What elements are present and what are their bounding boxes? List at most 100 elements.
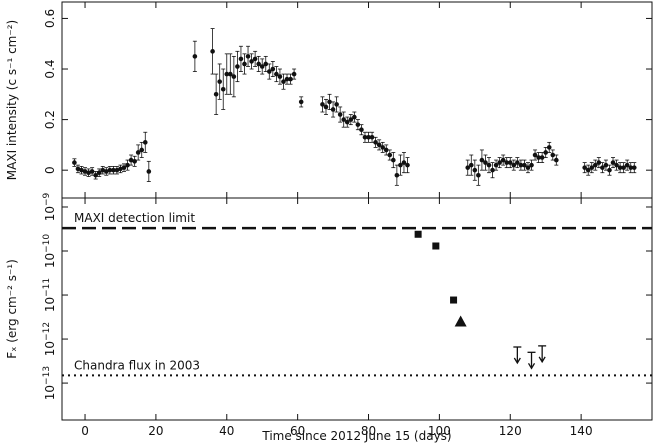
data-point (93, 172, 98, 178)
x-tick-label: 120 (499, 424, 522, 438)
data-point (600, 165, 605, 170)
y-tick-label: 10−11 (42, 278, 57, 312)
data-point (210, 49, 215, 54)
data-point (490, 167, 495, 173)
data-point (192, 54, 198, 59)
data-point (394, 172, 400, 178)
y-tick-label: 10−9 (42, 192, 57, 221)
y-tick-exponent: −11 (42, 278, 52, 297)
data-point (511, 162, 517, 168)
upper-limit-head (527, 362, 536, 370)
data-point (327, 99, 332, 105)
data-point (284, 76, 290, 82)
data-point (142, 140, 148, 145)
data-point (125, 162, 130, 168)
data-point (100, 167, 106, 173)
data-point (256, 61, 261, 67)
data-point (546, 145, 552, 150)
data-point (228, 71, 233, 77)
data-point (348, 117, 354, 122)
y-tick-label: 10−13 (42, 366, 57, 400)
data-point (259, 64, 265, 69)
plot-frame (61, 1, 653, 199)
data-point (486, 162, 492, 168)
data-point (536, 155, 541, 160)
data-point (82, 169, 88, 174)
data-point (610, 160, 616, 165)
data-point (624, 162, 630, 168)
data-point (231, 74, 237, 79)
data-point (118, 166, 123, 172)
data-point (507, 160, 513, 165)
data-point (543, 150, 548, 155)
x-tick-label: 0 (81, 424, 89, 438)
y-tick-base: 10 (43, 385, 57, 400)
data-point (628, 165, 634, 170)
data-point (103, 169, 109, 174)
data-point (500, 157, 506, 163)
reference-label: Chandra flux in 2003 (74, 358, 200, 372)
data-point (334, 102, 339, 107)
data-point (220, 86, 226, 92)
y-tick-label: 0 (43, 166, 57, 174)
y-tick-label: 0.2 (43, 110, 57, 129)
data-point (72, 160, 77, 165)
data-point (479, 157, 485, 163)
y-tick-label: 10−12 (42, 322, 57, 356)
data-point (554, 157, 559, 163)
data-point (146, 169, 152, 174)
x-tick-label: 100 (428, 424, 451, 438)
data-point (617, 165, 623, 170)
data-point (263, 61, 269, 67)
data-point (532, 152, 538, 158)
data-point (585, 167, 591, 173)
data-point (483, 160, 488, 165)
data-point (432, 242, 440, 250)
data-point (450, 296, 458, 304)
data-point (621, 165, 626, 170)
data-point (341, 117, 347, 122)
data-point (515, 160, 520, 165)
x-tick-label: 20 (148, 424, 163, 438)
x-tick-label: 140 (570, 424, 593, 438)
data-point (128, 157, 134, 163)
data-point (468, 162, 474, 168)
data-point (75, 166, 81, 172)
data-point (217, 79, 222, 84)
data-point (366, 135, 371, 140)
x-tick-label: 60 (290, 424, 305, 438)
data-point (277, 74, 283, 79)
data-point (589, 165, 595, 170)
y-tick-label: 0.4 (43, 59, 57, 78)
y-tick-base: 10 (43, 297, 57, 312)
data-point (330, 107, 336, 112)
data-point (414, 230, 422, 238)
y-tick-label: 0.6 (43, 9, 57, 28)
data-point (465, 165, 471, 170)
data-point (139, 147, 145, 153)
x-axis-label: Time since 2012 June 15 (days) (261, 429, 451, 443)
data-point (369, 135, 375, 140)
data-point (288, 76, 293, 82)
data-point (235, 64, 240, 69)
y-tick-exponent: −10 (42, 234, 52, 253)
data-point (497, 160, 502, 165)
data-point (270, 66, 276, 72)
data-point (79, 167, 84, 173)
y-tick-base: 10 (43, 341, 57, 356)
data-point (242, 61, 247, 67)
reference-label: MAXI detection limit (74, 211, 195, 225)
data-point (373, 140, 378, 145)
data-point (238, 56, 244, 62)
data-point (362, 135, 368, 140)
data-point (274, 71, 279, 77)
y-tick-exponent: −9 (42, 192, 52, 206)
data-point (323, 104, 329, 110)
data-point (245, 54, 251, 59)
upper-limit-head (513, 357, 521, 365)
data-point (107, 167, 113, 173)
data-point (607, 167, 612, 173)
upper-limit (513, 346, 522, 365)
data-point (96, 170, 102, 176)
y-tick-label: 10−10 (42, 234, 57, 269)
